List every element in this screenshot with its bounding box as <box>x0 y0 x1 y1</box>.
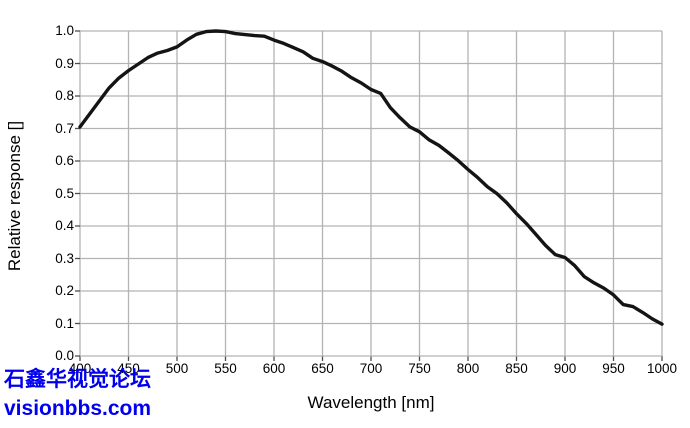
y-tick-label: 0.1 <box>55 315 74 331</box>
x-tick-label: 1000 <box>646 361 678 376</box>
response-curve <box>78 29 664 326</box>
x-tick-label: 800 <box>456 361 480 376</box>
y-tick-label: 0.5 <box>55 185 74 201</box>
plot-area <box>75 29 664 361</box>
x-tick-label: 600 <box>262 361 286 376</box>
x-tick-label: 900 <box>553 361 577 376</box>
x-axis-title: Wavelength [nm] <box>307 393 435 412</box>
x-tick-label: 850 <box>505 361 528 376</box>
y-tick-label: 0.6 <box>55 153 74 168</box>
y-tick-label: 0.7 <box>55 120 74 136</box>
y-tick-label: 0.0 <box>55 348 74 363</box>
watermark-url-text: visionbbs.com <box>4 397 152 420</box>
y-axis-title: Relative response [] <box>5 120 24 272</box>
x-tick-label: 950 <box>602 361 625 376</box>
x-tick-label: 450 <box>117 361 140 376</box>
y-tick-label: 1.0 <box>55 23 74 38</box>
watermark-chinese-text: 石鑫华视觉论坛 <box>4 368 151 391</box>
y-tick-label: 0.4 <box>55 218 74 233</box>
x-tick-label: 650 <box>311 361 334 376</box>
y-tick-label: 0.9 <box>55 55 74 71</box>
x-tick-label: 400 <box>68 361 92 376</box>
y-tick-label: 0.2 <box>55 283 74 298</box>
x-tick-label: 500 <box>165 361 189 376</box>
y-tick-label: 0.3 <box>55 250 74 266</box>
y-tick-label: 0.8 <box>55 88 74 103</box>
x-tick-label: 750 <box>408 361 431 376</box>
x-tick-label: 550 <box>214 361 237 376</box>
x-tick-label: 700 <box>359 361 383 376</box>
